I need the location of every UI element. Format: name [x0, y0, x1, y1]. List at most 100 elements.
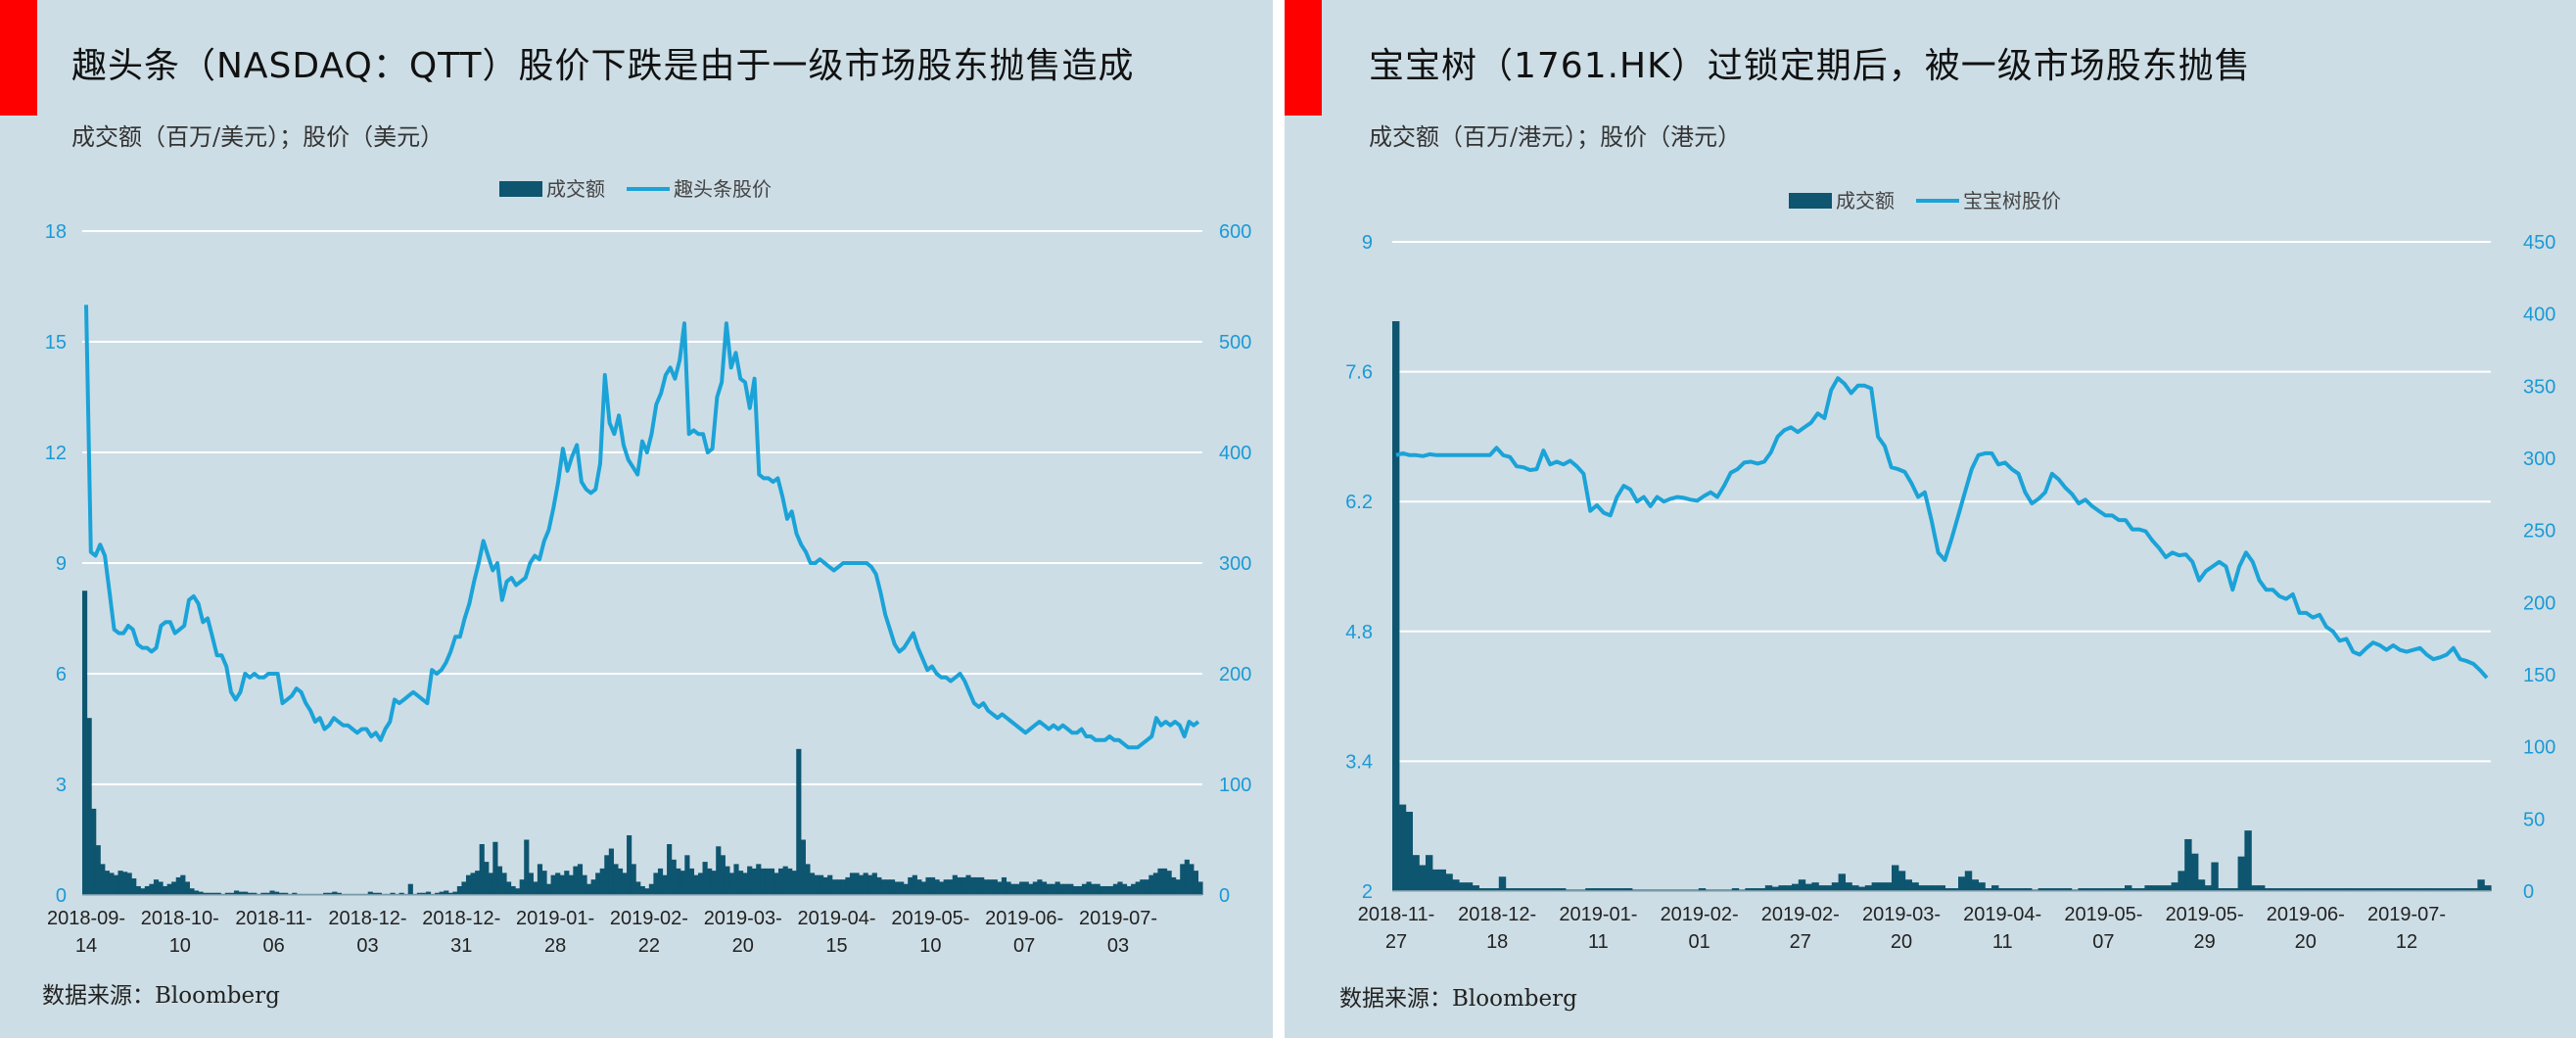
volume-bar: [948, 879, 954, 895]
volume-bar: [604, 855, 610, 895]
volume-bar: [264, 892, 271, 895]
volume-bar: [1006, 881, 1011, 895]
right-axis-tick: 50: [2523, 809, 2545, 830]
volume-bar: [2078, 888, 2085, 891]
volume-bar: [1131, 883, 1137, 895]
volume-bar: [1764, 885, 1773, 891]
volume-bar: [1081, 883, 1088, 895]
chart-subtitle: 成交额（百万/美元）；股价（美元）: [71, 123, 445, 151]
volume-bar: [496, 866, 503, 895]
volume-bar: [1108, 885, 1114, 895]
volume-bar: [1072, 885, 1078, 895]
volume-bar: [631, 864, 636, 895]
volume-bar: [1157, 868, 1163, 895]
volume-bar: [2144, 885, 2152, 891]
volume-bar: [929, 876, 936, 895]
volume-bar: [166, 883, 172, 895]
volume-bar: [1171, 876, 1177, 895]
volume-bar: [582, 874, 587, 895]
right-axis-tick: 150: [2523, 665, 2555, 686]
volume-bar: [787, 868, 793, 895]
volume-bar: [912, 874, 917, 895]
volume-bar: [1731, 888, 1740, 891]
left-axis-tick: 15: [45, 332, 67, 354]
volume-bar: [439, 891, 445, 895]
volume-bar: [1197, 881, 1203, 895]
volume-bar: [1001, 876, 1007, 895]
volume-bar: [336, 892, 342, 895]
volume-bar: [831, 879, 837, 895]
x-axis-tick: 2019-02-27: [1761, 904, 1840, 953]
volume-bar: [1878, 882, 1886, 891]
volume-bar: [203, 892, 209, 895]
chart-plot-left: 0 3 6 9 12 15 18 0 100 200 300 400 500 600 2018-09-14 2…: [45, 177, 1252, 957]
volume-bar: [1885, 882, 1893, 891]
volume-bar: [617, 868, 624, 895]
volume-bar: [180, 874, 186, 895]
volume-bar: [1014, 883, 1020, 895]
volume-bar: [2430, 888, 2439, 891]
volume-bar: [2244, 830, 2252, 891]
volume-bar: [243, 891, 249, 895]
right-axis-tick: 300: [1219, 553, 1251, 575]
volume-bar: [1612, 888, 1619, 891]
volume-bar: [1798, 879, 1806, 891]
x-axis-tick: 2019-01-28: [516, 908, 594, 957]
volume-bar: [1858, 886, 1866, 891]
volume-bar: [283, 892, 289, 895]
volume-bar: [505, 881, 512, 895]
volume-bar: [1964, 871, 1973, 891]
volume-bar: [1944, 888, 1952, 891]
volume-bar: [2384, 888, 2392, 891]
volume-bar: [819, 874, 824, 895]
volume-bar: [1459, 882, 1467, 891]
volume-bar: [1618, 888, 1626, 891]
volume-bar: [1492, 888, 1500, 891]
volume-bar: [398, 892, 404, 895]
volume-bar: [2470, 888, 2478, 891]
volume-bar: [876, 876, 882, 895]
volume-bar: [1559, 888, 1567, 891]
left-axis-tick: 9: [56, 553, 67, 575]
volume-bar: [756, 864, 762, 895]
volume-bar: [269, 890, 275, 895]
volume-bar: [1091, 883, 1097, 895]
volume-bar: [2225, 888, 2232, 891]
volume-bar: [1478, 888, 1486, 891]
volume-bar: [233, 890, 240, 895]
volume-bar: [742, 873, 748, 895]
volume-bar: [2204, 885, 2212, 891]
volume-bar: [1505, 888, 1513, 891]
volume-bar: [2463, 888, 2472, 891]
title-accent-bar: [1285, 0, 1322, 116]
right-axis-tick: 400: [2523, 305, 2555, 326]
volume-bar: [791, 871, 797, 895]
left-axis-tick: 9: [1362, 232, 1373, 254]
volume-bar: [1971, 879, 1979, 891]
volume-bar: [109, 873, 115, 895]
volume-bar: [711, 871, 717, 895]
volume-bar: [1585, 888, 1593, 891]
volume-bar: [153, 879, 160, 895]
x-axis-tick: 2019-06-07: [985, 908, 1063, 957]
volume-bar: [2084, 888, 2092, 891]
left-axis-tick: 3: [56, 775, 67, 796]
volume-bar: [2358, 888, 2365, 891]
volume-bar: [707, 868, 713, 895]
volume-bar: [541, 871, 547, 895]
right-axis-tick: 400: [1219, 443, 1251, 464]
volume-bar: [1552, 888, 1560, 891]
volume-bar: [2391, 888, 2399, 891]
volume-bar: [849, 873, 856, 895]
volume-bar: [1161, 868, 1168, 895]
x-axis-tick: 2019-07-12: [2367, 904, 2446, 953]
volume-bar: [1152, 873, 1159, 895]
volume-bar: [407, 883, 413, 895]
volume-bar: [644, 888, 650, 895]
volume-bar: [444, 890, 449, 895]
volume-bar: [528, 873, 534, 895]
volume-bar: [1193, 871, 1199, 895]
chart-title: 宝宝树（1761.HK）过锁定期后，被一级市场股东抛售: [1369, 46, 2251, 86]
volume-bar: [1625, 888, 1633, 891]
volume-bar: [885, 879, 891, 895]
